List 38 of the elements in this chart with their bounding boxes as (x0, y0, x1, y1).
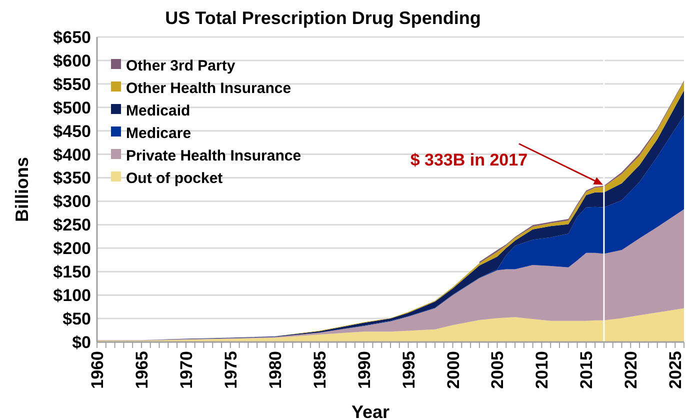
annotation: $ 333B in 2017 (410, 150, 528, 170)
x-tick-label: 2015 (577, 351, 596, 389)
x-tick-label: 2005 (488, 351, 508, 389)
y-tick-label: $250 (53, 216, 91, 235)
x-tick-label: 2010 (532, 351, 552, 389)
x-tick-label: 2000 (444, 351, 463, 389)
y-tick-label: $550 (53, 74, 91, 94)
x-axis-title: Year (351, 402, 390, 420)
y-tick-label: $300 (53, 192, 91, 212)
x-tick-label: 1980 (266, 351, 285, 389)
legend-label: Other Health Insurance (126, 80, 292, 97)
legend-label: Medicare (126, 124, 192, 142)
y-tick-label: $400 (53, 145, 91, 164)
x-tick-label: 1990 (354, 351, 374, 389)
y-tick-label: $100 (53, 286, 91, 306)
x-tick-label: 1985 (310, 351, 330, 389)
y-tick-label: $350 (53, 168, 91, 188)
x-tick-label: 1970 (176, 351, 196, 389)
legend-label: Out of pocket (126, 170, 223, 187)
y-tick-label: $450 (53, 122, 91, 141)
y-axis-title: Billions (12, 156, 32, 222)
y-tick-label: $650 (53, 28, 91, 47)
y-tick-label: $600 (53, 51, 91, 70)
x-tick-label: 2020 (622, 351, 641, 389)
y-tick-label: $0 (72, 332, 91, 352)
y-tick-label: $500 (53, 98, 91, 118)
x-tick-label: 1965 (132, 351, 152, 389)
x-tick-label: 1960 (88, 351, 107, 389)
legend-label: Other 3rd Party (126, 57, 236, 74)
y-tick-label: $150 (53, 262, 91, 282)
y-tick-label: $200 (53, 239, 91, 258)
x-tick-label: 2025 (666, 351, 686, 389)
legend-label: Medicaid (126, 102, 190, 120)
legend-label: Private Health Insurance (126, 147, 302, 164)
chart-title: US Total Prescription Drug Spending (165, 8, 481, 28)
y-tick-label: $50 (62, 309, 91, 328)
x-tick-label: 1995 (399, 351, 418, 389)
x-tick-label: 1975 (221, 351, 240, 389)
